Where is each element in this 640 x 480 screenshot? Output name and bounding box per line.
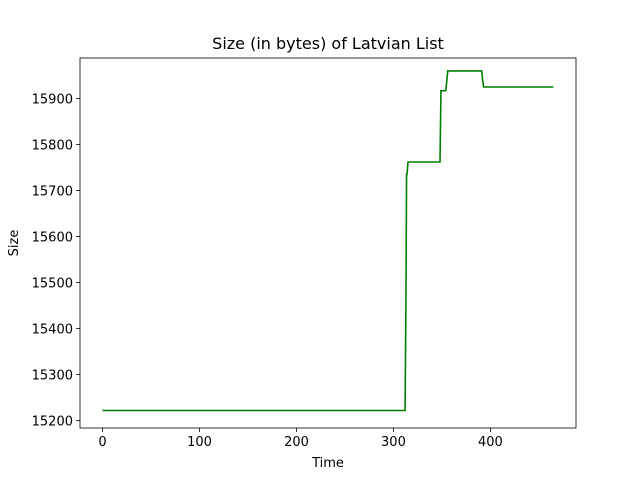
y-axis-label: Size xyxy=(7,230,22,257)
y-tick-label: 15400 xyxy=(32,323,73,338)
x-tick-label: 100 xyxy=(187,435,212,450)
y-tick-label: 15500 xyxy=(32,277,73,292)
y-tick-label: 15800 xyxy=(32,139,73,154)
x-tick-label: 200 xyxy=(284,435,309,450)
series-line xyxy=(102,70,554,412)
y-tick-label: 15700 xyxy=(32,185,73,200)
x-axis-ticks: 0 100 200 300 400 xyxy=(98,428,503,450)
x-tick-label: 300 xyxy=(381,435,406,450)
chart-title: Size (in bytes) of Latvian List xyxy=(212,34,444,53)
y-tick-label: 15200 xyxy=(32,415,73,430)
x-tick-label: 400 xyxy=(478,435,503,450)
y-tick-label: 15600 xyxy=(32,231,73,246)
x-axis-label: Time xyxy=(311,456,344,471)
x-tick-label: 0 xyxy=(98,435,106,450)
y-tick-label: 15900 xyxy=(32,92,73,107)
y-axis-ticks: 15200 15300 15400 15500 15600 15700 15800 15900 xyxy=(32,92,80,430)
plot-frame xyxy=(79,57,577,429)
y-tick-label: 15300 xyxy=(32,369,73,384)
